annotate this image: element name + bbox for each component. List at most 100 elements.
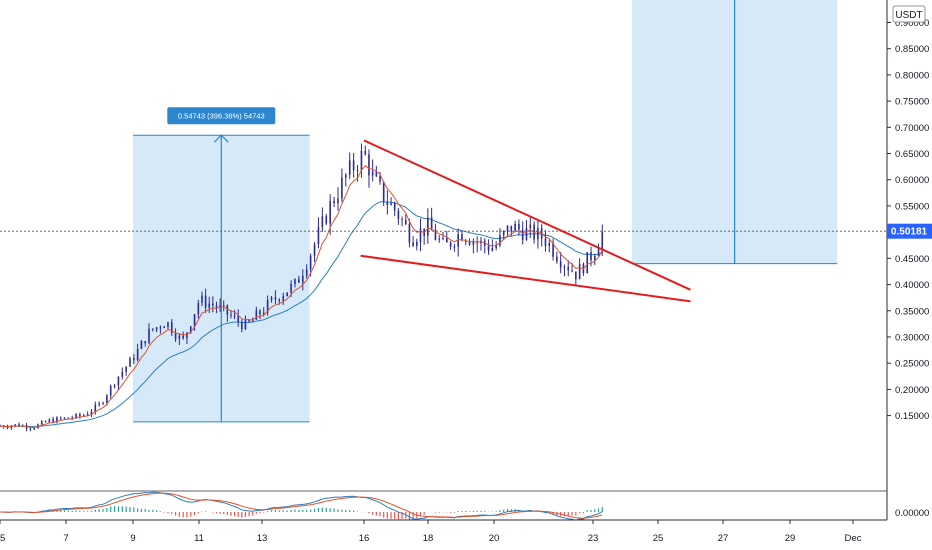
candle [427, 208, 429, 244]
candle [597, 243, 600, 257]
candle [129, 356, 131, 367]
candle [382, 181, 385, 206]
candle [125, 366, 127, 376]
price-tick-label: 0.95000 [895, 0, 929, 3]
measurement-boxes: 0.54743 (396.36%) 54743 0.55384 (125.81%)… [133, 0, 838, 423]
candle [67, 417, 70, 419]
candle [152, 328, 154, 332]
current-price-tag: 0.50181 [887, 223, 932, 239]
candle [341, 168, 343, 203]
candle [348, 152, 351, 180]
candle [117, 376, 120, 391]
candle [412, 236, 414, 247]
candle [136, 343, 139, 362]
candle [567, 260, 570, 277]
price-tick-label: 0.45000 [895, 254, 929, 265]
price-tick-label: 0.35000 [895, 306, 929, 317]
price-tick-label: 0.15000 [895, 411, 929, 422]
price-tick-label: 0.80000 [895, 70, 929, 81]
candle [449, 241, 452, 251]
candle [222, 300, 225, 312]
time-tick-label: 13 [257, 533, 268, 544]
candle [556, 251, 558, 264]
candle [559, 252, 562, 274]
currency-badge[interactable]: USDT [892, 5, 926, 23]
ema-fast-line [0, 165, 603, 428]
candle [483, 238, 486, 254]
candle [178, 333, 181, 345]
price-tick-label: 0.60000 [895, 175, 929, 186]
candle [302, 269, 304, 291]
candle [44, 420, 47, 423]
candle [155, 326, 158, 333]
candle [345, 173, 347, 187]
time-tick-label: Dec [845, 533, 862, 544]
candle [552, 238, 554, 261]
candle [593, 253, 596, 266]
candle [506, 225, 509, 236]
candle [274, 290, 277, 305]
candle [133, 353, 135, 364]
candle [159, 325, 162, 334]
candle [204, 288, 207, 313]
measure-box[interactable]: 0.55384 (125.81%) 55384 [632, 0, 838, 265]
candle [540, 224, 543, 247]
candle [525, 220, 528, 241]
candle [317, 217, 320, 249]
candle [282, 292, 285, 305]
measure-arrow-head [213, 134, 229, 143]
candle [79, 412, 81, 419]
candle [212, 296, 214, 313]
price-tick-label: 0.20000 [895, 385, 929, 396]
candle [237, 309, 240, 327]
candle [352, 153, 355, 178]
time-tick-label: 7 [63, 533, 68, 544]
candle [294, 278, 296, 288]
candle [121, 367, 124, 380]
candle [98, 401, 100, 407]
time-tick-label: 11 [194, 533, 204, 544]
candle [586, 251, 589, 274]
time-tick-label: 18 [423, 533, 434, 544]
candle [305, 264, 308, 279]
candle [201, 291, 203, 307]
candle [360, 143, 363, 178]
price-tick-label: 0.25000 [895, 359, 929, 370]
candle [208, 296, 211, 313]
current-price-label: 0.50181 [891, 227, 928, 238]
candle [215, 301, 218, 314]
candle [480, 237, 482, 251]
measure-label-box [167, 107, 276, 125]
candle [148, 323, 150, 345]
candle [544, 230, 547, 252]
candle [233, 310, 236, 320]
candle [472, 238, 475, 254]
price-scale[interactable]: 1.000000.950000.900000.850000.800000.750… [887, 0, 929, 519]
candle [313, 241, 316, 263]
candle [386, 190, 389, 215]
wedge-lower-trendline[interactable] [360, 254, 691, 303]
price-tick-label: 0.70000 [895, 123, 929, 134]
candle [401, 216, 403, 227]
wedge-upper-trendline[interactable] [363, 139, 691, 291]
candle [333, 196, 335, 208]
candle [71, 415, 73, 421]
candle [174, 328, 177, 343]
time-tick-label: 20 [489, 533, 500, 544]
candle [102, 401, 104, 406]
candle [163, 325, 165, 329]
candle [113, 383, 116, 389]
candle [502, 230, 505, 240]
price-tick-label: 0.55000 [895, 201, 929, 212]
candle [259, 309, 261, 320]
candle [457, 228, 459, 257]
price-tick-label: 0.75000 [895, 97, 929, 108]
candle [241, 319, 243, 333]
candle [371, 159, 374, 182]
time-scale[interactable]: 5 7 9 11 13 16 18 20 23 25 27 29 Dec [0, 520, 862, 544]
candle [86, 411, 89, 416]
measure-box[interactable]: 0.54743 (396.36%) 54743 [133, 107, 310, 423]
ema-slow-line [0, 201, 603, 428]
candle [548, 239, 551, 253]
